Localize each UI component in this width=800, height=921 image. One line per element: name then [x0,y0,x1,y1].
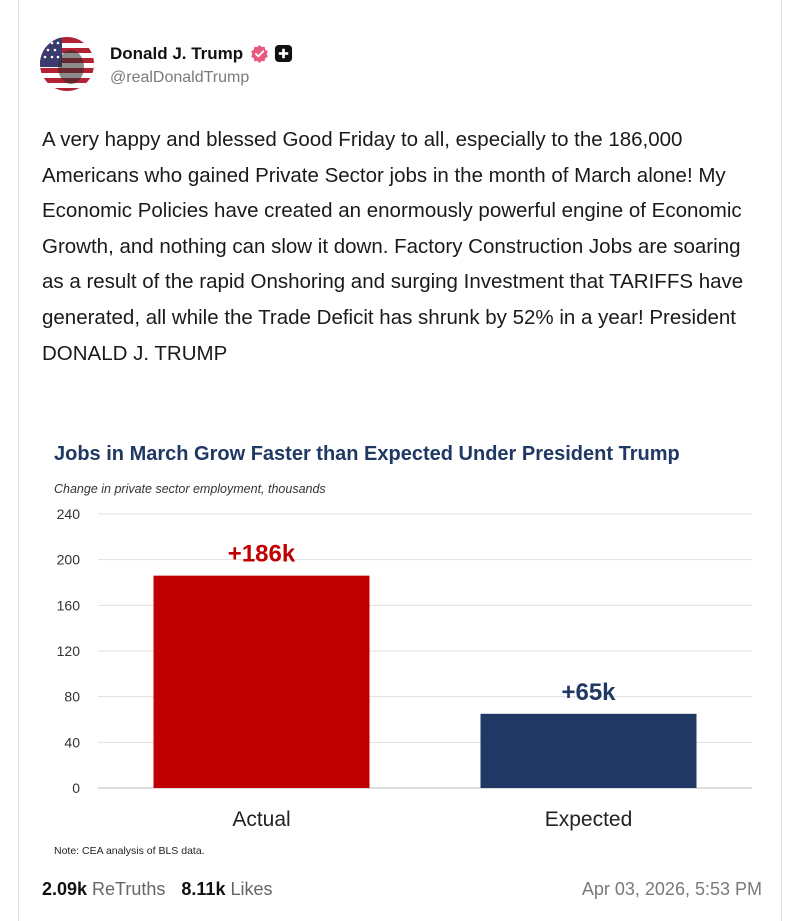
y-tick-label: 0 [72,780,80,796]
avatar[interactable] [40,37,94,91]
bar-expected [480,713,697,788]
data-label-actual: +186k [228,541,296,568]
y-tick-label: 200 [57,552,81,568]
chart-bars [153,575,697,788]
chart-note: Note: CEA analysis of BLS data. [54,845,205,857]
y-tick-label: 240 [57,506,81,522]
chart-y-axis: 0 40 80 120 160 200 240 [57,506,81,796]
likes-stat[interactable]: 8.11k Likes [181,879,272,900]
chart-title: Jobs in March Grow Faster than Expected … [54,443,680,465]
post-header: Donald J. Trump @realDonaldTrump [40,36,293,92]
bar-actual [153,575,370,788]
x-tick-label-expected: Expected [545,808,633,831]
bar-chart: Jobs in March Grow Faster than Expected … [54,443,752,857]
y-tick-label: 40 [64,734,80,750]
chart-subtitle: Change in private sector employment, tho… [54,482,326,496]
y-tick-label: 120 [57,643,81,659]
avatar-image [40,37,94,91]
likes-count: 8.11k [181,878,226,899]
author-name-row: Donald J. Trump [110,42,293,66]
verified-badge-icon [251,44,269,63]
data-label-expected: +65k [561,679,616,706]
author-display-name[interactable]: Donald J. Trump [110,43,244,63]
post-timestamp[interactable]: Apr 03, 2026, 5:53 PM [581,878,762,899]
retruths-stat[interactable]: 2.09k ReTruths [42,879,165,900]
y-tick-label: 80 [64,689,80,705]
post-footer: 2.09k ReTruths 8.11k Likes Apr 03, 2026,… [42,876,762,902]
author-handle[interactable]: @realDonaldTrump [110,68,250,86]
chart-x-axis: Actual Expected [232,808,632,831]
author-info: Donald J. Trump @realDonaldTrump [110,42,293,87]
retruths-count: 2.09k [42,878,88,899]
post-text: A very happy and blessed Good Friday to … [42,128,744,365]
y-tick-label: 160 [57,597,81,613]
chart-data-labels: +186k +65k [228,541,616,706]
retruths-label: ReTruths [92,878,166,899]
likes-label: Likes [230,878,273,899]
plus-badge-icon [275,44,293,63]
x-tick-label-actual: Actual [232,808,290,831]
post-chart[interactable]: Jobs in March Grow Faster than Expected … [0,420,800,860]
